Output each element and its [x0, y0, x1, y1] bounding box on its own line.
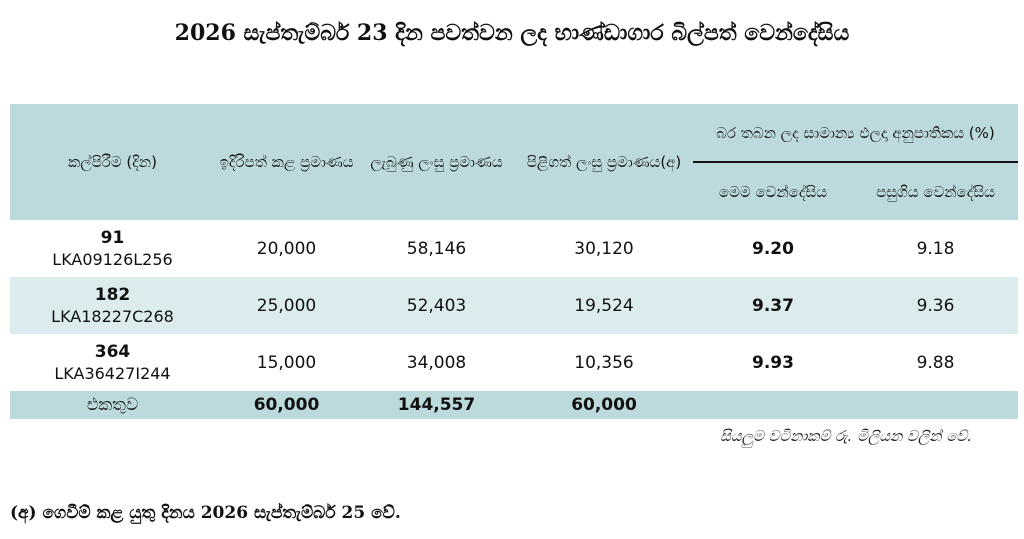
- header-previous-auction: පසුගිය වෙන්දේසිය: [853, 162, 1019, 220]
- header-offered: ඉදිරිපත් කළ ප්‍රමාණය: [215, 104, 358, 220]
- table-row: 364 LKA36427I244 15,000 34,008 10,356 9.…: [10, 334, 1019, 391]
- this-yield-cell: 9.20: [693, 220, 853, 277]
- isin-code: LKA36427I244: [54, 363, 171, 383]
- offered-cell: 15,000: [215, 334, 358, 391]
- isin-code: LKA09126L256: [52, 249, 173, 269]
- tenor-cell: 364 LKA36427I244: [10, 334, 215, 391]
- total-row: එකතුව 60,000 144,557 60,000: [10, 391, 1019, 419]
- tenor-cell: 182 LKA18227C268: [10, 277, 215, 334]
- offered-cell: 20,000: [215, 220, 358, 277]
- table-row: 182 LKA18227C268 25,000 52,403 19,524 9.…: [10, 277, 1019, 334]
- page-title: 2026 සැප්තැම්බර් 23 දින පවත්වන ලද භාණ්ඩා…: [174, 20, 850, 46]
- total-empty-cell: [693, 391, 853, 419]
- auction-results-table: කල්පිරීම (දින) ඉදිරිපත් කළ ප්‍රමාණය ලැබු…: [10, 104, 1019, 419]
- header-received: ලැබුණු ලංසු ප්‍රමාණය: [358, 104, 515, 220]
- tenor-days: 182: [94, 284, 131, 305]
- received-cell: 52,403: [358, 277, 515, 334]
- header-this-auction: මෙම වෙන්දේසිය: [693, 162, 853, 220]
- tenor-days: 91: [100, 227, 125, 248]
- this-yield-cell: 9.93: [693, 334, 853, 391]
- tenor-days: 364: [94, 341, 131, 362]
- this-yield-cell: 9.37: [693, 277, 853, 334]
- offered-cell: 25,000: [215, 277, 358, 334]
- header-yield-group: බර තබන ලද සාමාන්‍ය ඵලදා අනුපාතිකය (%): [693, 104, 1019, 163]
- accepted-cell: 19,524: [515, 277, 693, 334]
- settlement-footnote: (අ) ගෙවීම් කළ යුතු දිනය 2026 සැප්තැම්බර්…: [10, 503, 401, 523]
- received-cell: 58,146: [358, 220, 515, 277]
- units-note: සියලුම වටිනාකම් රු. මිලියන වලින් වේ.: [720, 427, 972, 445]
- received-cell: 34,008: [358, 334, 515, 391]
- total-accepted: 60,000: [515, 391, 693, 419]
- prev-yield-cell: 9.18: [853, 220, 1019, 277]
- accepted-cell: 10,356: [515, 334, 693, 391]
- header-tenor: කල්පිරීම (දින): [10, 104, 215, 220]
- isin-code: LKA18227C268: [51, 306, 174, 326]
- header-accepted: පිළිගත් ලංසු ප්‍රමාණය(අ): [515, 104, 693, 220]
- total-label: එකතුව: [10, 391, 215, 419]
- total-received: 144,557: [358, 391, 515, 419]
- prev-yield-cell: 9.88: [853, 334, 1019, 391]
- table-row: 91 LKA09126L256 20,000 58,146 30,120 9.2…: [10, 220, 1019, 277]
- total-empty-cell: [853, 391, 1019, 419]
- tenor-cell: 91 LKA09126L256: [10, 220, 215, 277]
- prev-yield-cell: 9.36: [853, 277, 1019, 334]
- accepted-cell: 30,120: [515, 220, 693, 277]
- total-offered: 60,000: [215, 391, 358, 419]
